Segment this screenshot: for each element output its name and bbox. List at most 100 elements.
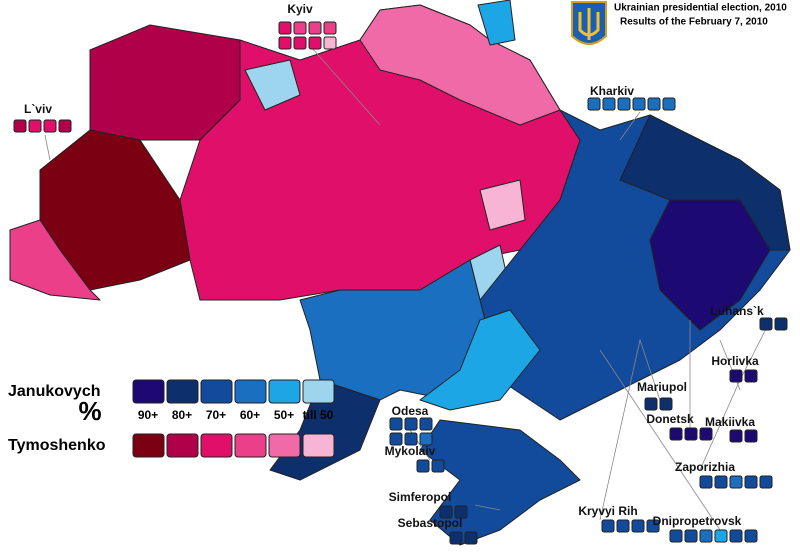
city-square [699,529,713,543]
region [419,309,541,411]
legend-level: till 50 [303,408,334,422]
city-label: Dnipropetrovsk [653,514,742,528]
legend-swatch [302,379,335,404]
city-square [43,119,57,133]
legend-level: 50+ [274,408,294,422]
legend-swatch [166,379,199,404]
city-square [323,36,337,50]
city-square [419,432,433,446]
city-square [323,21,337,35]
city-label: L`viv [24,102,52,116]
leader-line [699,324,769,471]
regions [9,0,791,546]
city-square [684,529,698,543]
legend-candidate: Tymoshenko [8,437,106,454]
city-square [759,475,773,489]
city-square [58,119,72,133]
legend-swatch [132,379,165,404]
region [619,114,791,251]
city-square [308,21,322,35]
leader-line [474,504,501,511]
city-label: Mykolaiv [385,444,436,458]
region [9,219,101,301]
city-label: Simferopol [389,490,452,504]
trident [578,8,600,40]
city-label: Sebastopol [398,516,463,530]
city-square [404,417,418,431]
city-square [662,97,676,111]
legend-level: 60+ [240,408,260,422]
city-square [729,369,743,383]
city-square [602,97,616,111]
city-square [28,119,42,133]
legend-swatch [200,433,233,458]
city-square [439,505,453,519]
city-square [404,432,418,446]
city-label: Horlivka [711,354,759,368]
region [479,179,526,231]
legend-swatch [200,379,233,404]
city-square [431,459,445,473]
city-label: Donetsk [646,412,694,426]
legend-swatch [268,379,301,404]
region [244,59,301,111]
city-square [278,36,292,50]
city-square [774,317,788,331]
title: Ukrainian presidential election, 2010 [614,3,787,14]
city-label: Mariupol [637,380,687,394]
legend-swatch [234,379,267,404]
city-square [293,36,307,50]
leader-line [311,47,381,126]
legend-level: 70+ [206,408,226,422]
region [477,0,516,46]
city-square [293,21,307,35]
city-label: Kyiv [287,2,313,16]
legend-candidate: Janukovych [8,383,100,400]
city-square [389,417,403,431]
legend-swatch [166,433,199,458]
region [359,4,561,126]
city-square [669,427,683,441]
city-square [684,427,698,441]
legend-swatch [268,433,301,458]
city-label: Makiivka [705,415,755,429]
city-square [699,427,713,441]
leader-line [44,134,51,161]
region [649,199,771,331]
city-square [631,519,645,533]
region [89,24,241,141]
city-square [729,429,743,443]
coat-of-arms [571,1,607,45]
city-square [616,519,630,533]
city-square [714,475,728,489]
legend-level: 80+ [172,408,192,422]
legend-swatch [234,433,267,458]
city-square [699,475,713,489]
legend-level: 90+ [138,408,158,422]
city-square [647,97,661,111]
legend-swatch [132,433,165,458]
city-square [646,519,660,533]
city-square [714,529,728,543]
city-square [13,119,27,133]
legend-symbol: % [78,396,101,426]
city-square [416,459,430,473]
leader-line [599,349,721,531]
leader-line [619,111,641,141]
city-square [389,432,403,446]
city-square [464,531,478,545]
city-square [744,369,758,383]
city-square [587,97,601,111]
city-square [729,475,743,489]
cities: Kyiv L`viv Kharkiv Luhans`k Horlivka Mariupol… [13,2,788,545]
city-square [744,475,758,489]
city-label: Zaporizhia [675,460,735,474]
legend-swatch [302,433,335,458]
city-square [659,397,673,411]
city-square [729,529,743,543]
city-label: Kharkiv [590,84,634,98]
leader-line [599,338,661,521]
subtitle: Results of the February 7, 2010 [620,17,768,28]
city-square [744,529,758,543]
